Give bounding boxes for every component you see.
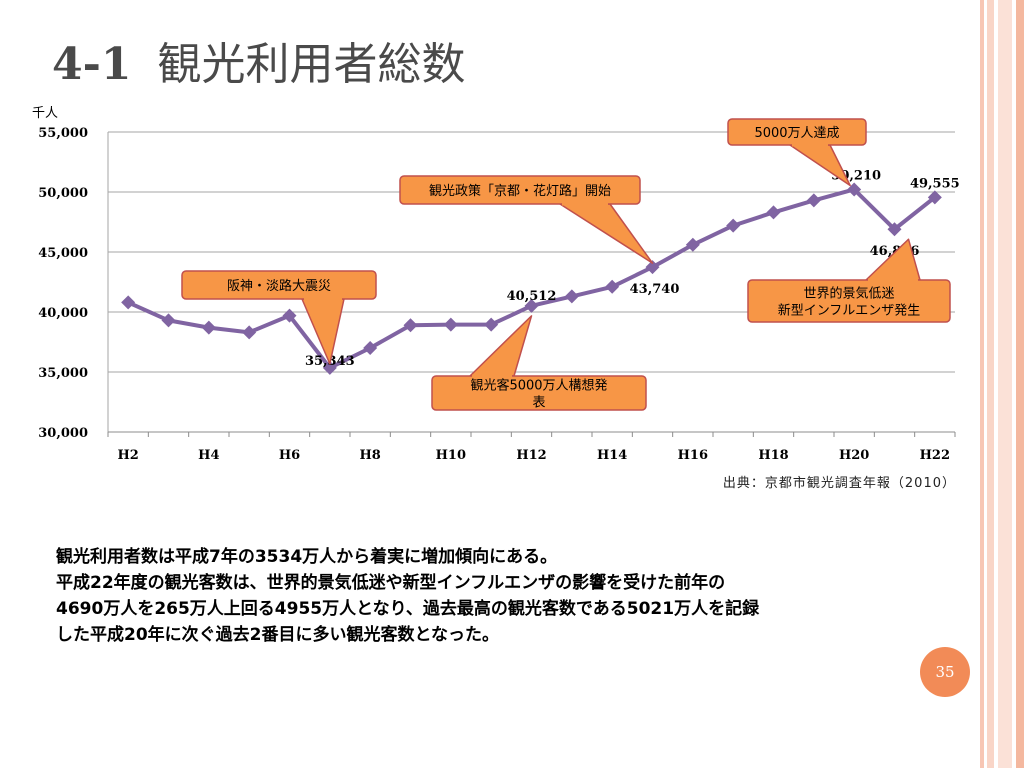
callout-box bbox=[431, 375, 647, 411]
callout-box bbox=[747, 279, 951, 323]
x-tick-label: H22 bbox=[920, 448, 950, 463]
data-label: 43,740 bbox=[630, 282, 680, 297]
body-line: 平成22年度の観光客数は、世界的景気低迷や新型インフルエンザの影響を受けた前年の bbox=[56, 573, 726, 593]
body-line: 4690万人を265万人上回る4955万人となり、過去最高の観光客数である502… bbox=[56, 599, 760, 619]
stripe bbox=[987, 0, 994, 768]
callout-text: 5000万人達成 bbox=[754, 126, 839, 141]
callout: 観光政策「京都・花灯路」開始 bbox=[399, 175, 654, 264]
data-label: 40,512 bbox=[507, 289, 557, 304]
data-point bbox=[484, 317, 499, 332]
page-number: 35 bbox=[935, 663, 955, 681]
data-point bbox=[242, 325, 257, 340]
x-tick-label: H16 bbox=[678, 448, 708, 463]
y-tick-label: 55,000 bbox=[38, 126, 88, 141]
callout-text: 世界的景気低迷 bbox=[803, 286, 894, 302]
data-point bbox=[605, 279, 620, 294]
body-text: 観光利用者数は平成7年の3534万人から着実に増加傾向にある。 平成22年度の観… bbox=[56, 544, 936, 648]
callout-text: 観光客5000万人構想発 bbox=[470, 378, 607, 394]
data-label: 49,555 bbox=[910, 176, 960, 191]
y-tick-label: 50,000 bbox=[38, 186, 88, 201]
data-point bbox=[363, 341, 378, 355]
stripe bbox=[1016, 0, 1024, 768]
title-number: 4-1 bbox=[52, 39, 132, 90]
x-tick-label: H2 bbox=[118, 448, 139, 463]
callout: 5000万人達成 bbox=[727, 118, 867, 187]
stripe bbox=[980, 0, 984, 768]
callout-text: 表 bbox=[532, 396, 545, 411]
data-point bbox=[322, 360, 337, 375]
title-text: 観光利用者総数 bbox=[157, 39, 466, 90]
callout-pointer bbox=[789, 144, 851, 187]
line-chart: 30,000 35,000 40,000 45,000 50,000 55,000 H2 H4… bbox=[38, 118, 960, 463]
callout-text: 新型インフルエンザ発生 bbox=[778, 303, 921, 319]
y-axis-unit-label: 千人 bbox=[32, 106, 59, 121]
data-point bbox=[927, 190, 942, 205]
page-number-badge: 35 bbox=[920, 647, 970, 697]
body-line: した平成20年に次ぐ過去2番目に多い観光客数となった。 bbox=[56, 625, 499, 645]
data-point bbox=[726, 218, 741, 233]
data-point bbox=[403, 318, 418, 333]
series-layer bbox=[121, 182, 942, 375]
data-point bbox=[685, 237, 700, 252]
decorative-stripes bbox=[976, 0, 1024, 768]
y-tick-label: 40,000 bbox=[38, 306, 88, 321]
x-tick-label: H4 bbox=[198, 448, 219, 463]
data-point bbox=[806, 193, 821, 208]
callout-text: 阪神・淡路大震災 bbox=[227, 278, 331, 294]
data-point bbox=[887, 222, 902, 237]
data-point bbox=[201, 320, 216, 335]
data-point bbox=[282, 308, 297, 323]
callout-box bbox=[181, 270, 377, 300]
x-tick-label: H18 bbox=[758, 448, 788, 463]
data-point bbox=[645, 260, 660, 275]
callout-text: 観光政策「京都・花灯路」開始 bbox=[429, 183, 611, 199]
callout-box bbox=[399, 175, 641, 205]
data-point bbox=[443, 317, 458, 332]
data-point bbox=[161, 313, 176, 328]
slide-title: 4-1 観光利用者総数 bbox=[52, 28, 466, 92]
data-point bbox=[564, 289, 579, 304]
x-tick-label: H6 bbox=[279, 448, 300, 463]
x-tick-label: H20 bbox=[839, 448, 869, 463]
data-point bbox=[766, 205, 781, 220]
data-point bbox=[121, 295, 136, 310]
data-point bbox=[524, 298, 539, 313]
stripe bbox=[998, 0, 1012, 768]
body-line: 観光利用者数は平成7年の3534万人から着実に増加傾向にある。 bbox=[56, 547, 558, 567]
y-tick-label: 45,000 bbox=[38, 246, 88, 261]
source-note: 出典：京都市観光調査年報（2010） bbox=[722, 476, 956, 491]
y-tick-label: 35,000 bbox=[38, 366, 88, 381]
callout: 阪神・淡路大震災 bbox=[181, 270, 377, 365]
x-tick-label: H8 bbox=[360, 448, 381, 463]
x-tick-label: H10 bbox=[436, 448, 466, 463]
axis-layer: 30,000 35,000 40,000 45,000 50,000 55,000 H2 H4… bbox=[38, 126, 956, 463]
y-tick-label: 30,000 bbox=[38, 426, 88, 441]
callout-pointer bbox=[559, 203, 654, 264]
x-tick-label: H14 bbox=[597, 448, 627, 463]
x-tick-label: H12 bbox=[516, 448, 546, 463]
